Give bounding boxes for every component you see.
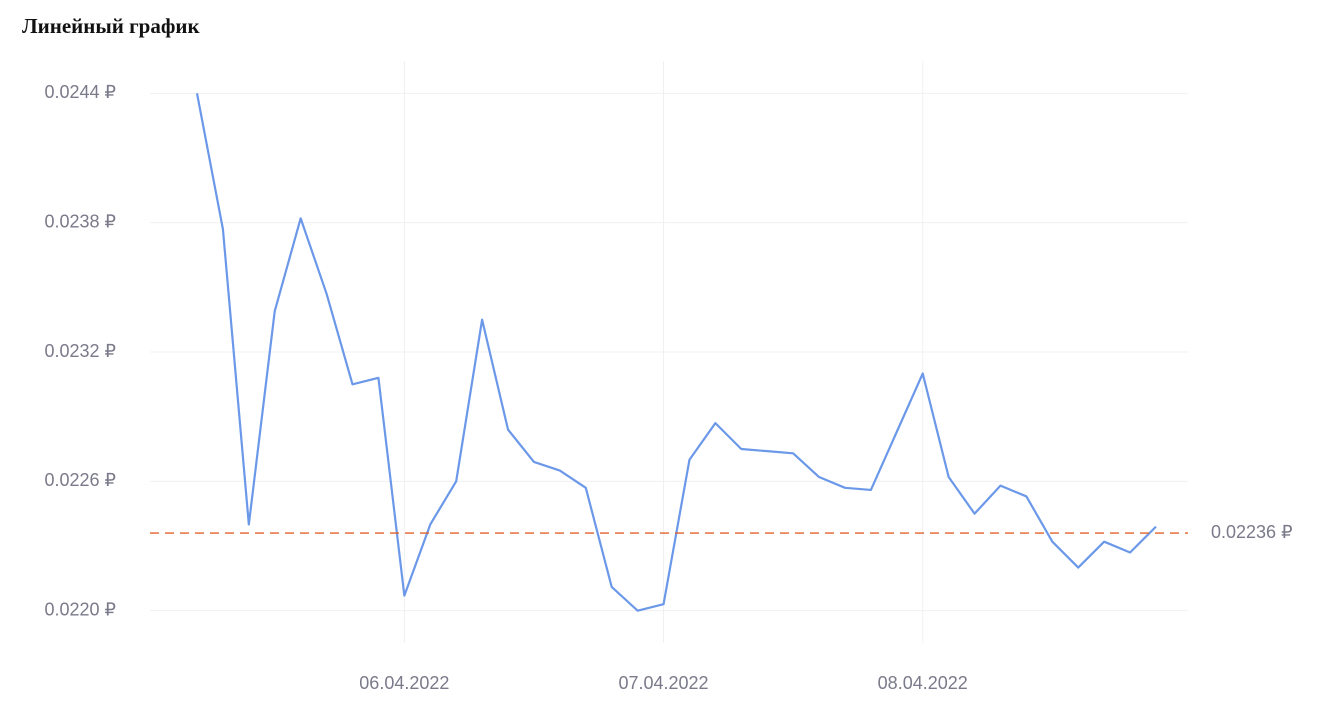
y-tick-label: 0.0232 ₽ bbox=[44, 341, 116, 361]
chart-title: Линейный график bbox=[22, 14, 200, 38]
line bbox=[195, 93, 1157, 612]
x-tick-label: 06.04.2022 bbox=[359, 673, 449, 693]
y-tick-label: 0.0244 ₽ bbox=[44, 82, 116, 102]
y-tick-label: 0.0226 ₽ bbox=[44, 470, 116, 490]
y-tick-label: 0.0220 ₽ bbox=[44, 599, 116, 619]
x-tick-label: 07.04.2022 bbox=[618, 673, 708, 693]
y-tick-label: 0.0238 ₽ bbox=[44, 211, 116, 231]
x-tick-label: 08.04.2022 bbox=[878, 673, 968, 693]
reference-label: 0.02236 ₽ bbox=[1211, 522, 1293, 542]
